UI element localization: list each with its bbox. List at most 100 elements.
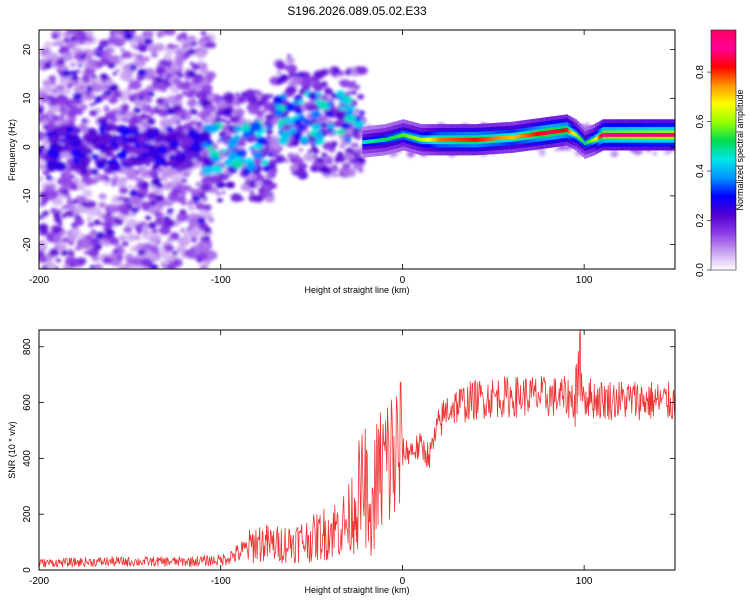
spectrogram-cell — [159, 250, 172, 259]
spectrogram-ridge-cell — [378, 138, 381, 143]
y-tick-label: 400 — [22, 450, 33, 467]
spectrogram-cell — [90, 168, 99, 176]
spectrogram-cell — [232, 159, 244, 169]
spectrogram-cell — [164, 104, 170, 108]
spectrogram-cell — [177, 236, 191, 247]
spectrogram-ridge-cell — [618, 132, 621, 137]
spectrogram-cell — [151, 82, 156, 86]
spectrogram-cell — [219, 173, 224, 177]
spectrogram-cell — [126, 86, 132, 91]
spectrogram-cell — [155, 66, 166, 75]
spectrogram-cell — [184, 249, 192, 255]
spectrogram-cell — [276, 70, 282, 75]
spectrogram-cell — [325, 169, 332, 175]
spectrogram-cell — [236, 103, 241, 107]
snr-x-axis-title: Height of straight line (km) — [304, 585, 409, 595]
spectrogram-cell — [301, 117, 308, 123]
spectrogram-cell — [105, 212, 111, 217]
spectrogram-cell — [268, 159, 278, 167]
spectrogram-cell — [115, 138, 124, 145]
spectrogram-cell — [47, 59, 54, 64]
spectrogram-cell — [138, 167, 143, 171]
x-tick-label: 100 — [576, 275, 593, 286]
spectrogram-ridge-cell — [645, 132, 648, 137]
spectrogram-cell — [221, 148, 227, 154]
spectrogram-ridge-cell — [535, 132, 538, 137]
spectrogram-ridge-cell — [493, 136, 496, 141]
spectrogram-cell — [248, 146, 255, 151]
spectrogram-cell — [327, 120, 333, 125]
spectrogram-cell — [74, 177, 80, 182]
spectrogram-cell — [123, 30, 130, 34]
spectrogram-cell — [206, 240, 213, 245]
spectrogram-cell — [189, 227, 202, 237]
spectrogram-cell — [327, 123, 335, 130]
spectrogram-cell — [353, 84, 361, 90]
spectrogram-cell — [353, 148, 361, 154]
spectrogram-cell — [233, 125, 243, 133]
spectrogram-cell — [156, 239, 161, 244]
spectrogram-cell — [346, 91, 352, 96]
spectrogram-cell — [140, 152, 149, 159]
spectrogram-cell — [45, 161, 52, 167]
snr-panel: -200 -100 0 100 0 200 400 600 800 Height of str… — [7, 329, 676, 595]
spectrogram-cell — [312, 82, 325, 92]
spectrogram-ridge-cell — [593, 137, 596, 142]
spectrogram-cell — [196, 60, 204, 66]
spectrogram-cell — [155, 182, 164, 189]
spectrogram-cell — [48, 248, 60, 257]
spectrogram-cell — [202, 124, 212, 132]
spectrogram-cell — [218, 131, 227, 137]
spectrogram-cell — [183, 53, 191, 59]
spectrogram-cell — [122, 143, 130, 150]
spectrogram-cell — [324, 110, 335, 118]
spectrogram-cell — [147, 148, 160, 158]
spectrogram-cell — [267, 152, 274, 158]
spectrogram-cell — [192, 188, 199, 194]
spectrogram-cell — [338, 134, 344, 139]
spectrogram-ridge-cell — [400, 133, 403, 138]
spectrogram-cell — [153, 156, 167, 166]
spectrogram-cell — [154, 194, 165, 202]
spectrogram-ridge-cell — [613, 132, 616, 137]
spectrogram-cell — [108, 96, 118, 104]
snr-x-ticks: -200 -100 0 100 — [29, 330, 593, 587]
spectrogram-cell — [177, 73, 184, 78]
spectrogram-cell — [57, 244, 67, 252]
spectrogram-cell — [129, 64, 137, 71]
spectrogram-cell — [157, 146, 168, 155]
spectrogram-cell — [359, 110, 365, 116]
spectrogram-ridge-cell — [624, 132, 627, 137]
spectrogram-cell — [66, 102, 71, 106]
spectrogram-cell — [164, 216, 170, 221]
spectrogram-cell — [99, 144, 106, 149]
spectrogram-cell — [163, 54, 172, 61]
spectrogram-cell — [52, 234, 60, 240]
spectrogram-cell — [261, 93, 271, 101]
spectrogram-cell — [131, 52, 138, 58]
spectrogram-ridge-cell — [502, 135, 505, 140]
spectrogram-ridge-cell — [545, 130, 548, 135]
spectrogram-cell — [43, 78, 49, 83]
colorbar-tick-label: 0.0 — [695, 263, 706, 277]
spectrogram-cell — [310, 110, 322, 119]
spectrogram-cell — [285, 64, 298, 73]
spectrogram-ridge-cell — [518, 134, 521, 139]
spectrogram-ridge-cell — [460, 137, 463, 142]
spectrogram-cell — [118, 37, 127, 44]
spectrogram-cell — [85, 207, 98, 217]
spectrogram-ridge-cell — [386, 137, 389, 142]
spectrogram-cell — [155, 77, 164, 84]
spectrogram-cell — [327, 101, 335, 107]
spectrogram-cell — [157, 108, 170, 117]
spectrogram-cell — [349, 126, 354, 130]
spectrogram-cell — [316, 138, 325, 145]
spectrogram-cell — [76, 99, 83, 105]
spectrogram-cell — [273, 109, 284, 118]
spectrogram-cell — [303, 153, 315, 162]
colorbar: 0.0 0.2 0.4 0.6 0.8 Normalized spectral ampl… — [695, 29, 745, 277]
spectrogram-cell — [239, 117, 246, 123]
spectrogram-ridge-cell — [602, 132, 605, 137]
spectrogram-cell — [217, 109, 226, 116]
